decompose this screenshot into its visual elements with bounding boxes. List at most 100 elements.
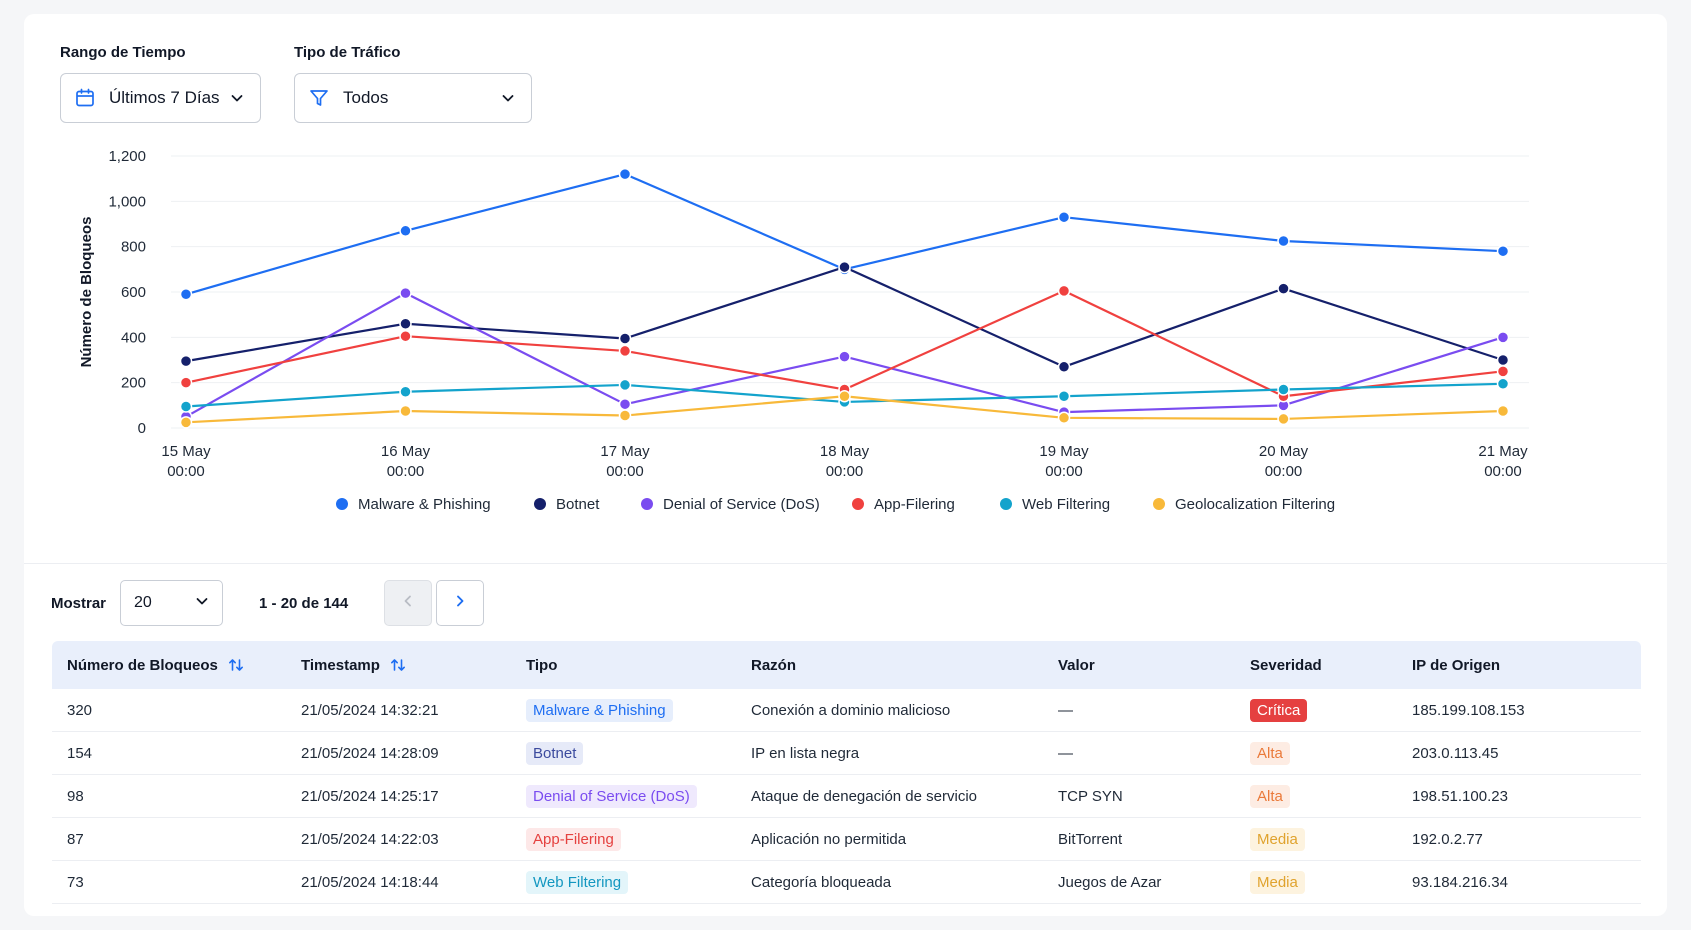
header-timestamp: Timestamp: [286, 657, 511, 674]
cell-value: Juegos de Azar: [1058, 873, 1162, 891]
cell-blocks: 154: [67, 744, 93, 762]
data-point: [618, 332, 632, 345]
x-tick-label: 00:00: [1484, 463, 1522, 480]
cell-blocks: 87: [67, 830, 84, 848]
data-point: [618, 167, 632, 181]
severity-badge: Media: [1250, 870, 1305, 894]
pagination-range: 1 - 20 de 144: [259, 594, 349, 612]
severity-badge: Alta: [1250, 784, 1290, 808]
y-tick-label: 0: [138, 420, 146, 437]
y-tick-label: 1,000: [108, 193, 146, 210]
table-row[interactable]: 87 21/05/2024 14:22:03 App-Filering Apli…: [52, 818, 1641, 861]
data-point: [1057, 390, 1071, 403]
x-tick-label: 15 May: [161, 443, 211, 460]
type-badge: Web Filtering: [526, 870, 629, 894]
x-tick-label: 17 May: [600, 443, 650, 460]
data-point: [179, 400, 193, 413]
filter-icon: [309, 87, 331, 109]
cell-source-ip: 93.184.216.34: [1412, 873, 1508, 891]
data-point: [399, 404, 412, 418]
chevron-down-icon: [230, 90, 246, 106]
legend-marker: [641, 498, 653, 510]
sort-icon[interactable]: [390, 658, 406, 672]
x-tick-label: 00:00: [606, 463, 644, 480]
data-point: [1496, 244, 1510, 258]
y-tick-label: 600: [121, 284, 146, 301]
legend-marker: [1153, 498, 1165, 510]
chevron-right-icon: [453, 594, 467, 613]
table-header: Número de Bloqueos Timestamp Tipo Razón …: [52, 641, 1641, 689]
legend-marker: [336, 498, 348, 510]
data-point: [399, 286, 412, 300]
x-tick-label: 21 May: [1478, 443, 1528, 460]
table-row[interactable]: 98 21/05/2024 14:25:17 Denial of Service…: [52, 775, 1641, 818]
header-reason: Razón: [751, 656, 796, 674]
cell-reason: Conexión a dominio malicioso: [751, 701, 951, 719]
blocks-table: Número de Bloqueos Timestamp Tipo Razón …: [52, 641, 1641, 904]
cell-timestamp: 21/05/2024 14:18:44: [301, 873, 439, 891]
type-badge: Botnet: [526, 741, 584, 765]
cell-reason: Ataque de denegación de servicio: [751, 787, 977, 805]
data-point: [1277, 234, 1290, 248]
header-severity: Severidad: [1250, 656, 1322, 674]
table-row[interactable]: 73 21/05/2024 14:18:44 Web Filtering Cat…: [52, 861, 1641, 904]
next-page-button[interactable]: [436, 580, 485, 626]
time-range-select[interactable]: Últimos 7 Días: [60, 73, 261, 123]
cell-timestamp: 21/05/2024 14:28:09: [301, 744, 439, 762]
y-tick-label: 400: [121, 329, 146, 346]
type-badge: Denial of Service (DoS): [526, 784, 697, 808]
cell-severity: Alta: [1235, 784, 1397, 808]
data-point: [1496, 377, 1510, 391]
type-badge: App-Filering: [526, 827, 621, 851]
prev-page-button[interactable]: [384, 580, 433, 626]
legend-marker: [534, 498, 546, 510]
legend-label: App-Filering: [874, 496, 955, 513]
data-point: [179, 376, 193, 389]
table-row[interactable]: 154 21/05/2024 14:28:09 Botnet IP en lis…: [52, 732, 1641, 775]
x-tick-label: 19 May: [1039, 443, 1089, 460]
data-point: [179, 354, 193, 368]
pagination-bar: Mostrar 20 1 - 20 de 144: [51, 580, 485, 626]
data-point: [399, 224, 412, 238]
calendar-icon: [75, 87, 97, 109]
cell-type: Denial of Service (DoS): [511, 784, 736, 808]
data-point: [838, 350, 851, 363]
data-point: [1057, 284, 1071, 298]
y-tick-label: 800: [121, 239, 146, 256]
traffic-type-filter: Tipo de Tráfico Todos: [294, 44, 532, 123]
cell-type: Web Filtering: [511, 870, 736, 894]
cell-reason: Categoría bloqueada: [751, 873, 892, 891]
cell-severity: Media: [1235, 870, 1397, 894]
traffic-type-label: Tipo de Tráfico: [294, 44, 401, 61]
legend-label: Geolocalization Filtering: [1175, 496, 1335, 513]
y-tick-label: 1,200: [108, 148, 146, 165]
traffic-type-select[interactable]: Todos: [294, 73, 532, 123]
data-point: [618, 344, 632, 358]
blocks-line-chart: 0 200 400 600 800 1,000 1,200 Número de Bloqueo…: [78, 148, 1529, 513]
legend-label: Web Filtering: [1022, 496, 1110, 513]
chevron-left-icon: [401, 594, 415, 613]
data-point: [1496, 331, 1510, 344]
cell-timestamp: 21/05/2024 14:22:03: [301, 830, 439, 848]
severity-badge: Crítica: [1250, 698, 1308, 722]
table-row[interactable]: 320 21/05/2024 14:32:21 Malware & Phishi…: [52, 689, 1641, 732]
y-axis-label: Número de Bloqueos: [78, 217, 95, 368]
x-tick-label: 20 May: [1259, 443, 1309, 460]
cell-reason: IP en lista negra: [751, 744, 860, 762]
header-type: Tipo: [526, 656, 558, 674]
cell-source-ip: 192.0.2.77: [1412, 830, 1483, 848]
sort-icon[interactable]: [228, 658, 244, 672]
page-size-select[interactable]: 20: [120, 580, 224, 626]
cell-source-ip: 198.51.100.23: [1412, 787, 1508, 805]
chevron-down-icon: [195, 594, 209, 613]
header-blocks-label: Número de Bloqueos: [67, 656, 218, 674]
legend-label: Botnet: [556, 496, 600, 513]
data-point: [399, 329, 412, 343]
data-point: [1496, 365, 1510, 378]
x-tick-label: 16 May: [381, 443, 431, 460]
data-point: [399, 317, 412, 330]
cell-severity: Media: [1235, 827, 1397, 851]
header-blocks: Número de Bloqueos: [52, 657, 286, 674]
data-point: [1277, 383, 1290, 396]
show-label: Mostrar: [51, 594, 107, 612]
